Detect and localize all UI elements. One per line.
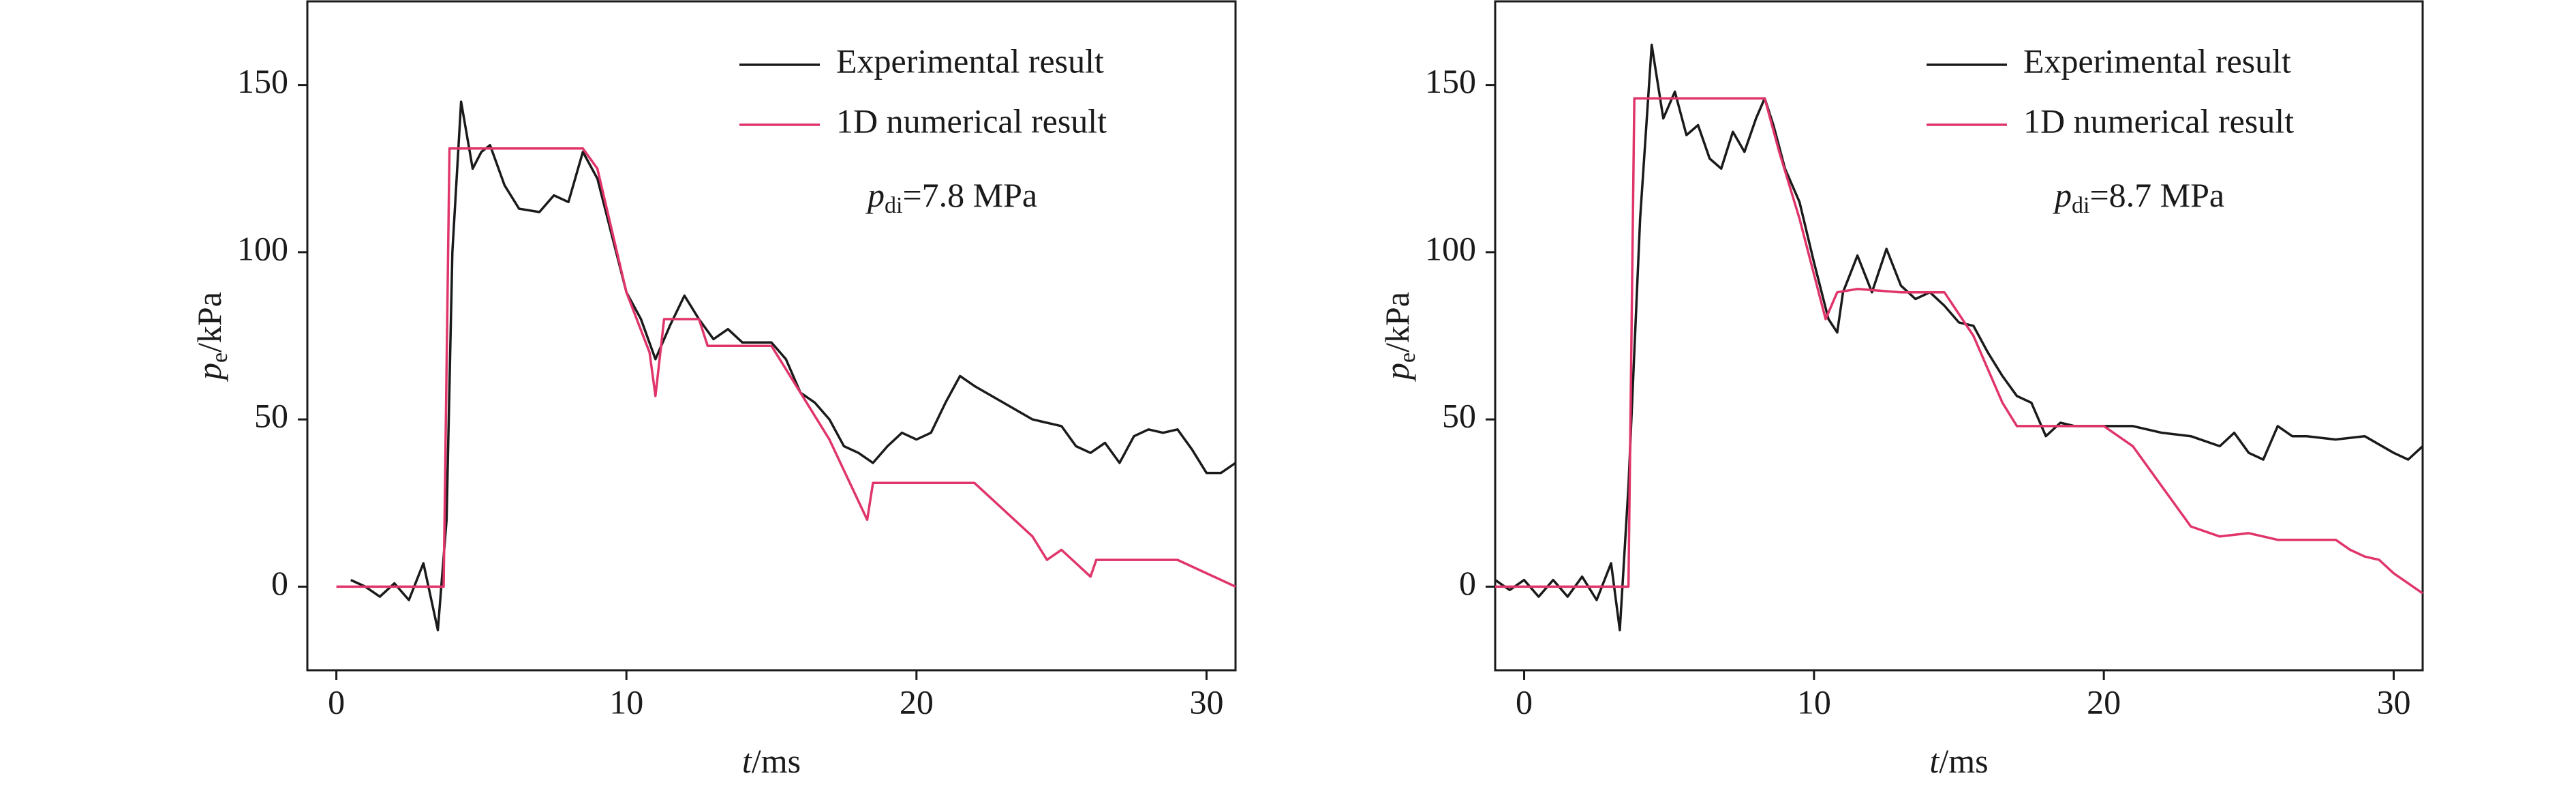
x-axis-label-part: t bbox=[1929, 742, 1939, 780]
x-tick-label: 0 bbox=[1516, 683, 1533, 721]
annotation-part: p bbox=[865, 176, 885, 214]
y-tick-label: 100 bbox=[1425, 229, 1476, 267]
data-line bbox=[336, 147, 1236, 588]
x-axis-label-part: /ms bbox=[1939, 742, 1988, 780]
legend-label: 1D numerical result bbox=[2023, 102, 2294, 140]
y-tick-label: 0 bbox=[271, 564, 288, 602]
annotation: pdi=7.8 MPa bbox=[865, 176, 1037, 218]
y-tick-label: 100 bbox=[237, 229, 288, 267]
legend-label: Experimental result bbox=[836, 42, 1104, 80]
y-tick-label: 50 bbox=[254, 397, 288, 435]
y-axis-label-part: p bbox=[190, 363, 228, 382]
data-line bbox=[350, 100, 1236, 631]
x-tick-label: 0 bbox=[328, 683, 345, 721]
annotation-part: di bbox=[2072, 193, 2089, 218]
annotation-part: =8.7 MPa bbox=[2089, 176, 2224, 214]
y-axis-label-part: e bbox=[207, 353, 232, 363]
y-axis-label: pe/kPa bbox=[1378, 292, 1420, 382]
y-tick-label: 50 bbox=[1442, 397, 1476, 435]
annotation-part: di bbox=[885, 193, 902, 218]
x-axis-label-part: /ms bbox=[752, 742, 801, 780]
x-tick-label: 10 bbox=[1797, 683, 1831, 721]
x-axis-label: t/ms bbox=[1929, 742, 1988, 780]
y-axis-label: pe/kPa bbox=[190, 292, 232, 382]
y-axis-label-part: /kPa bbox=[1378, 292, 1416, 353]
y-tick-label: 0 bbox=[1459, 564, 1476, 602]
y-axis-label-part: /kPa bbox=[190, 292, 228, 353]
plot-frame bbox=[1494, 0, 2424, 672]
plot-frame bbox=[306, 0, 1237, 672]
x-tick-label: 10 bbox=[609, 683, 643, 721]
y-tick-label: 150 bbox=[1425, 62, 1476, 100]
annotation: pdi=8.7 MPa bbox=[2053, 176, 2224, 218]
x-tick-label: 30 bbox=[1189, 683, 1223, 721]
x-axis-label: t/ms bbox=[742, 742, 801, 780]
annotation-part: =7.8 MPa bbox=[902, 176, 1037, 214]
y-tick-label: 150 bbox=[237, 62, 288, 100]
y-axis-label-part: e bbox=[1395, 353, 1420, 363]
legend-label: Experimental result bbox=[2023, 42, 2291, 80]
x-axis-label-part: t bbox=[742, 742, 752, 780]
x-tick-label: 30 bbox=[2376, 683, 2410, 721]
y-axis-label-part: p bbox=[1378, 363, 1416, 382]
x-tick-label: 20 bbox=[2087, 683, 2121, 721]
x-tick-label: 20 bbox=[900, 683, 934, 721]
data-line bbox=[1495, 97, 2423, 595]
annotation-part: p bbox=[2053, 176, 2072, 214]
legend-label: 1D numerical result bbox=[836, 102, 1107, 140]
